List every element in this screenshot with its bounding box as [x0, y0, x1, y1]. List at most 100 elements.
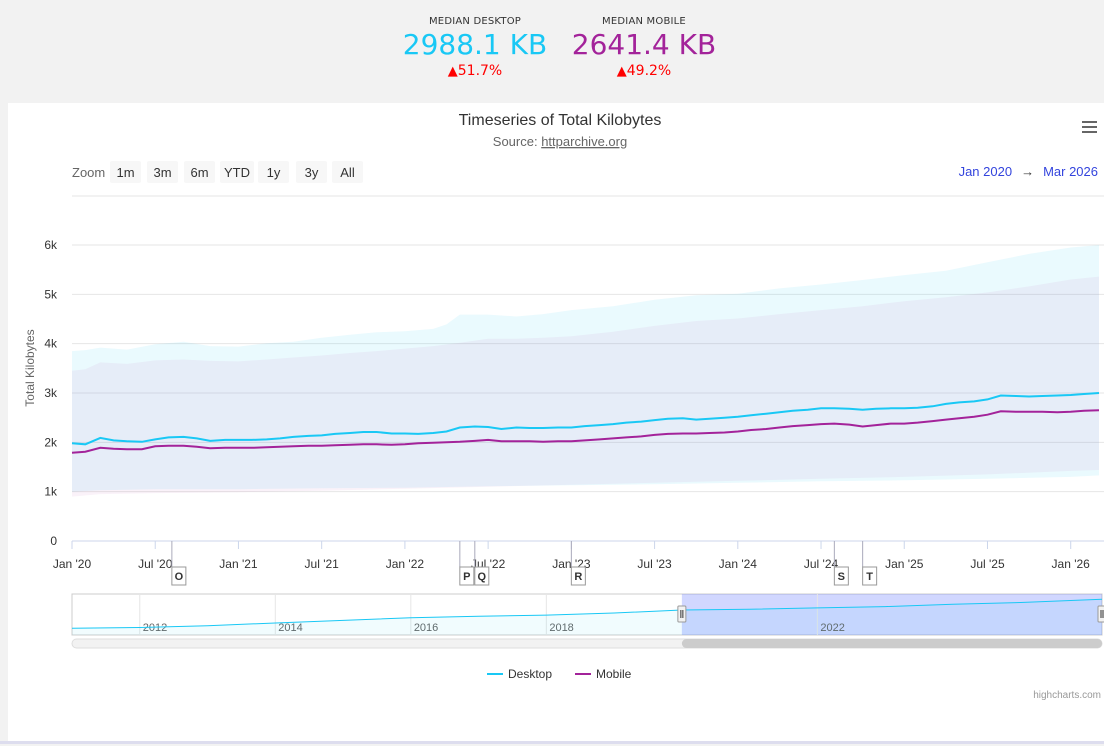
navigator-label: 2012: [143, 622, 167, 634]
zoom-button-label: 6m: [190, 165, 208, 180]
y-tick-label: 3k: [44, 386, 58, 400]
y-axis: 0 1k 2k 3k 4k 5k 6k: [44, 238, 1104, 548]
navigator-label: 2022: [820, 622, 844, 634]
event-flag-q[interactable]: Q: [474, 541, 490, 586]
x-axis: Jan '20 Jul '20 Jan '21 Jul '21 Jan '22 Jul '…: [53, 541, 1090, 571]
x-tick-label: Jan '20: [53, 557, 92, 571]
zoom-button-3y[interactable]: 3y: [296, 161, 327, 183]
navigator-left-handle[interactable]: [677, 605, 687, 623]
median-mobile-label: MEDIAN MOBILE: [602, 16, 686, 27]
event-flag-label: R: [574, 571, 582, 583]
median-desktop-label: MEDIAN DESKTOP: [428, 16, 522, 27]
median-mobile-change: ▲49.2%: [564, 62, 724, 81]
navigator-label: 2016: [414, 622, 438, 634]
legend-label: Mobile: [596, 667, 632, 681]
legend-item-mobile[interactable]: Mobile: [575, 667, 632, 681]
legend-label: Desktop: [508, 667, 552, 681]
navigator-right-handle[interactable]: [1097, 605, 1104, 623]
x-tick-label: Jan '22: [386, 557, 425, 571]
x-tick-label: Jan '21: [219, 557, 258, 571]
event-flag-s[interactable]: S: [833, 541, 849, 586]
y-tick-label: 0: [50, 534, 57, 548]
zoom-buttons: 1m 3m 6m YTD 1y 3y All: [110, 161, 363, 183]
median-mobile-metric: MEDIAN MOBILE 2641.4 KB ▲49.2%: [564, 16, 724, 81]
navigator-area: [72, 599, 1102, 635]
zoom-button-ytd[interactable]: YTD: [220, 161, 254, 183]
event-flag-r[interactable]: R: [570, 541, 586, 586]
chart-subtitle: Source: httparchive.org: [493, 134, 627, 149]
scrollbar-thumb[interactable]: [681, 639, 1102, 648]
event-flag-o[interactable]: O: [171, 541, 187, 586]
median-desktop-metric: MEDIAN DESKTOP 2988.1 KB ▲51.7%: [395, 16, 555, 81]
legend: Desktop Mobile: [487, 667, 632, 681]
chart-title: Timeseries of Total Kilobytes: [459, 112, 662, 129]
x-tick-label: Jul '24: [804, 557, 839, 571]
up-triangle-icon: ▲: [616, 64, 627, 79]
mobile-range-band: [72, 276, 1099, 497]
zoom-button-label: 1m: [116, 165, 134, 180]
zoom-button-label: All: [340, 165, 355, 180]
zoom-button-label: 3m: [153, 165, 171, 180]
x-tick-label: Jul '23: [637, 557, 672, 571]
page-footer-line: [0, 741, 1104, 744]
range-arrow: →: [1021, 164, 1034, 179]
grid: [72, 244, 1104, 493]
event-flag-p[interactable]: P: [459, 541, 475, 586]
y-tick-label: 5k: [44, 287, 58, 301]
hamburger-menu-icon[interactable]: [1076, 116, 1102, 138]
x-tick-label: Jul '21: [305, 557, 340, 571]
zoom-button-3m[interactable]: 3m: [147, 161, 178, 183]
event-flag-label: O: [175, 571, 184, 583]
desktop-range-band: [72, 245, 1099, 492]
source-prefix: Source:: [493, 134, 541, 149]
x-tick-label: Jul '25: [970, 557, 1005, 571]
y-tick-label: 2k: [44, 435, 58, 449]
median-mobile-value: 2641.4 KB: [571, 28, 717, 61]
event-flag-label: T: [866, 571, 873, 583]
event-flag-label: Q: [478, 571, 487, 583]
zoom-button-label: 1y: [267, 165, 281, 180]
median-desktop-value: 2988.1 KB: [402, 28, 548, 61]
zoom-button-label: 3y: [305, 165, 319, 180]
navigator-series-line: [71, 598, 1103, 629]
zoom-button-1y[interactable]: 1y: [258, 161, 289, 183]
zoom-label: Zoom: [72, 165, 105, 180]
navigator[interactable]: 2012 2014 2016 2018 2022: [71, 593, 1104, 649]
zoom-button-all[interactable]: All: [332, 161, 363, 183]
x-tick-label: Jan '24: [719, 557, 758, 571]
range-to[interactable]: Mar 2026: [1043, 164, 1098, 179]
zoom-button-label: YTD: [224, 165, 250, 180]
x-tick-label: Jan '25: [885, 557, 924, 571]
y-axis-title: Total Kilobytes: [23, 329, 37, 406]
zoom-button-1m[interactable]: 1m: [110, 161, 141, 183]
x-tick-label: Jan '26: [1052, 557, 1091, 571]
series-lines: [71, 392, 1100, 454]
y-tick-label: 6k: [44, 238, 58, 252]
y-tick-label: 1k: [44, 485, 58, 499]
median-desktop-change: ▲51.7%: [395, 62, 555, 81]
navigator-label: 2018: [549, 622, 573, 634]
up-triangle-icon: ▲: [447, 64, 458, 79]
timeseries-chart: Timeseries of Total Kilobytes Source: ht…: [23, 112, 1104, 701]
source-link[interactable]: httparchive.org: [541, 134, 627, 149]
range-display: Jan 2020 → Mar 2026: [959, 164, 1098, 179]
zoom-button-6m[interactable]: 6m: [184, 161, 215, 183]
legend-item-desktop[interactable]: Desktop: [487, 667, 552, 681]
credits[interactable]: highcharts.com: [1033, 690, 1101, 701]
chart-panel: Timeseries of Total Kilobytes Source: ht…: [8, 103, 1104, 741]
navigator-selection[interactable]: [681, 594, 1102, 635]
desktop-series-line[interactable]: [71, 392, 1100, 446]
y-tick-label: 4k: [44, 337, 58, 351]
mobile-series-line[interactable]: [71, 409, 1100, 454]
median-mobile-change-value: 49.2%: [626, 63, 672, 79]
range-from[interactable]: Jan 2020: [959, 164, 1013, 179]
summary-bar: MEDIAN DESKTOP 2988.1 KB ▲51.7% MEDIAN M…: [0, 0, 1104, 103]
navigator-label: 2014: [278, 622, 302, 634]
median-desktop-change-value: 51.7%: [457, 63, 503, 79]
x-tick-label: Jul '20: [138, 557, 173, 571]
event-flag-label: S: [838, 571, 845, 583]
range-bands: [72, 245, 1099, 497]
event-flag-t[interactable]: T: [862, 541, 878, 586]
navigator-frame: [71, 593, 1103, 636]
